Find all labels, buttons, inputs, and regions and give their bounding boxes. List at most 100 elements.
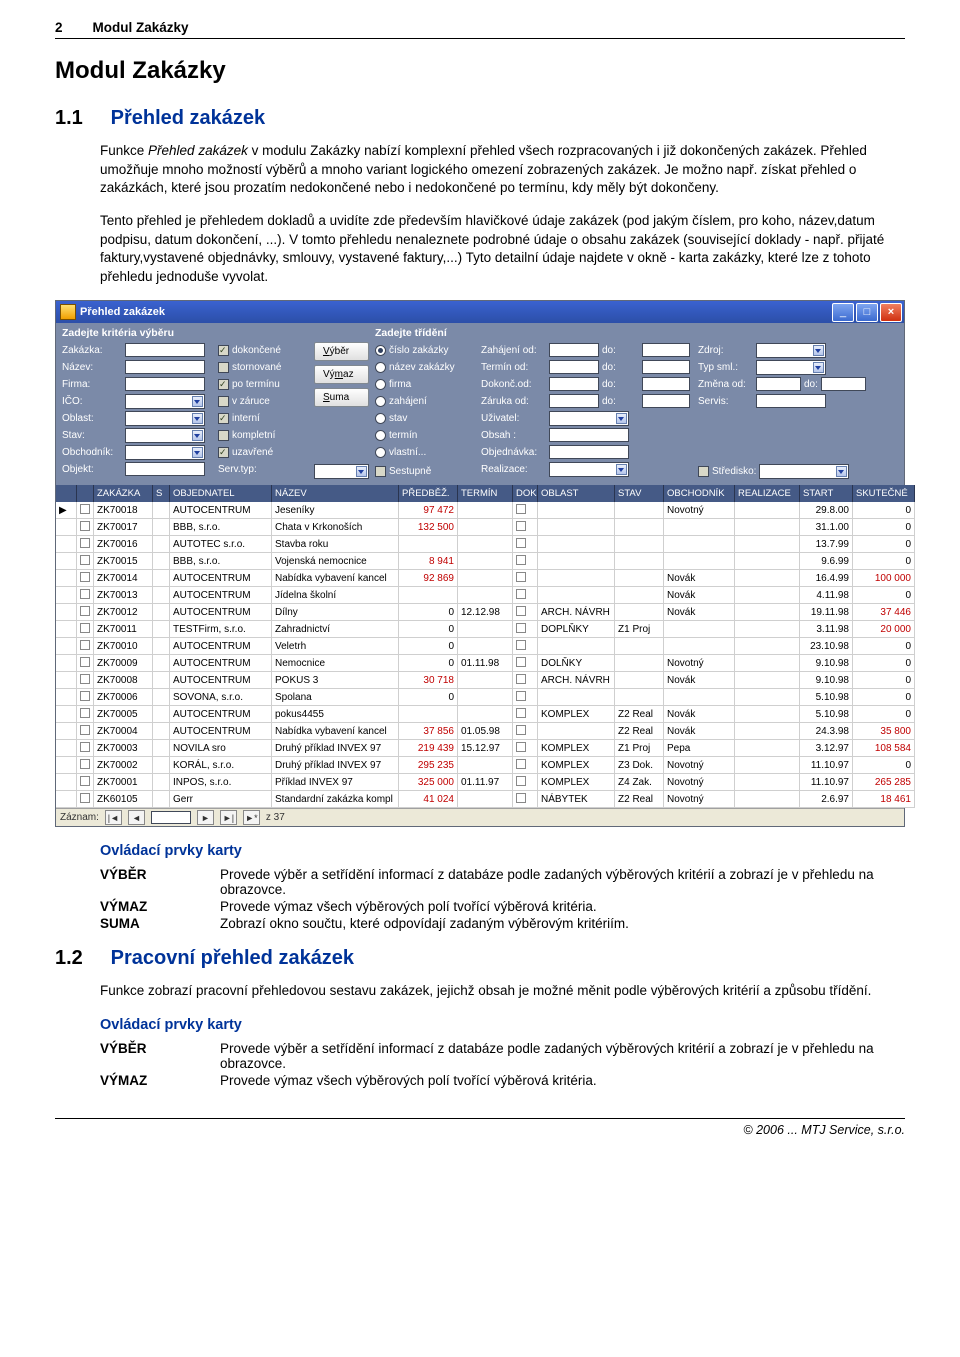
table-row[interactable]: ZK70017BBB, s.r.o.Chata v Krkonoších132 … xyxy=(56,519,915,536)
select-typsml[interactable] xyxy=(756,360,826,375)
table-row[interactable]: ZK70013AUTOCENTRUMJídelna školníNovák4.1… xyxy=(56,587,915,604)
input-objekt[interactable] xyxy=(125,462,205,476)
minimize-button[interactable]: _ xyxy=(832,303,854,322)
chk-kompletni[interactable] xyxy=(218,430,229,441)
input-zaruka-do[interactable] xyxy=(642,394,690,408)
rad-nazevzak[interactable] xyxy=(375,362,386,373)
table-row[interactable]: ZK70015BBB, s.r.o.Vojenská nemocnice8 94… xyxy=(56,553,915,570)
nav-prev-button[interactable]: ◄ xyxy=(128,810,145,825)
table-row[interactable]: ZK70006SOVONA, s.r.o.Spolana05.10.980 xyxy=(56,689,915,706)
input-zmena-od[interactable] xyxy=(756,377,801,391)
nav-new-button[interactable]: ►* xyxy=(243,810,260,825)
rad-termin[interactable] xyxy=(375,430,386,441)
label-ico: IČO: xyxy=(62,396,122,407)
table-row[interactable]: ZK70009AUTOCENTRUMNemocnice001.11.98DOLŇ… xyxy=(56,655,915,672)
table-row[interactable]: ZK60105GerrStandardní zakázka kompl41 02… xyxy=(56,791,915,808)
table-row[interactable]: ZK70016AUTOTEC s.r.o.Stavba roku13.7.990 xyxy=(56,536,915,553)
select-uzivatel[interactable] xyxy=(549,411,629,426)
label-objekt: Objekt: xyxy=(62,464,122,475)
input-obsah[interactable] xyxy=(549,428,629,442)
criteria-group-label: Zadejte kritéria výběru xyxy=(62,327,212,339)
select-realizace[interactable] xyxy=(549,462,629,477)
input-zahajeni-do[interactable] xyxy=(642,343,690,357)
table-row[interactable]: ZK70010AUTOCENTRUMVeletrh023.10.980 xyxy=(56,638,915,655)
para-3: Funkce zobrazí pracovní přehledovou sest… xyxy=(100,982,905,1001)
window-title: Přehled zakázek xyxy=(80,306,165,318)
select-ico[interactable] xyxy=(125,394,205,409)
chk-stornovane[interactable] xyxy=(218,362,229,373)
chk-vzaruce[interactable] xyxy=(218,396,229,407)
chk-sestupne[interactable] xyxy=(375,466,386,477)
label-oblast: Oblast: xyxy=(62,413,122,424)
status-bar: Záznam: |◄ ◄ ► ►| ►* z 37 xyxy=(56,808,904,826)
table-row[interactable]: ZK70005AUTOCENTRUMpokus4455KOMPLEXZ2 Rea… xyxy=(56,706,915,723)
input-zakazka[interactable] xyxy=(125,343,205,357)
select-oblast[interactable] xyxy=(125,411,205,426)
close-button[interactable]: × xyxy=(880,303,902,322)
table-row[interactable]: ZK70012AUTOCENTRUMDílny012.12.98ARCH. NÁ… xyxy=(56,604,915,621)
chk-potermu[interactable] xyxy=(218,379,229,390)
table-row[interactable]: ▶ZK70018AUTOCENTRUMJeseníky97 472Novotný… xyxy=(56,502,915,519)
chk-interni[interactable] xyxy=(218,413,229,424)
label-firma: Firma: xyxy=(62,379,122,390)
rad-vlastni[interactable] xyxy=(375,447,386,458)
select-zdroj[interactable] xyxy=(756,343,826,358)
table-row[interactable]: ZK70011TESTFirm, s.r.o.Zahradnictví0DOPL… xyxy=(56,621,915,638)
input-servis[interactable] xyxy=(756,394,826,408)
section-1-2: 1.2 Pracovní přehled zakázek xyxy=(55,947,905,970)
table-row[interactable]: ZK70004AUTOCENTRUMNabídka vybavení kance… xyxy=(56,723,915,740)
vyber-button[interactable]: Výběr xyxy=(314,342,369,361)
select-stredisko[interactable] xyxy=(759,464,849,479)
table-row[interactable]: ZK70003NOVILA sroDruhý příklad INVEX 972… xyxy=(56,740,915,757)
record-input[interactable] xyxy=(151,811,191,824)
input-firma[interactable] xyxy=(125,377,205,391)
ctrl-row-vymaz-2: VÝMAZ Provede výmaz všech výběrových pol… xyxy=(100,1073,905,1088)
ctrl-row-vyber-2: VÝBĚR Provede výběr a setřídění informac… xyxy=(100,1041,905,1071)
select-obchodnik[interactable] xyxy=(125,445,205,460)
label-obchodnik: Obchodník: xyxy=(62,447,122,458)
input-zmena-do[interactable] xyxy=(821,377,866,391)
nav-last-button[interactable]: ►| xyxy=(220,810,237,825)
input-nazev[interactable] xyxy=(125,360,205,374)
input-zaruka-od[interactable] xyxy=(549,394,599,408)
record-count: z 37 xyxy=(266,812,285,823)
chk-stredisko[interactable] xyxy=(698,466,709,477)
table-row[interactable]: ZK70008AUTOCENTRUMPOKUS 330 718ARCH. NÁV… xyxy=(56,672,915,689)
table-row[interactable]: ZK70001INPOS, s.r.o.Příklad INVEX 97325 … xyxy=(56,774,915,791)
input-dokonc-od[interactable] xyxy=(549,377,599,391)
select-servtyp[interactable] xyxy=(314,464,369,479)
input-dokonc-do[interactable] xyxy=(642,377,690,391)
page-title: Modul Zakázky xyxy=(93,20,189,35)
sort-group-label: Zadejte třídění xyxy=(375,327,475,339)
para-2: Tento přehled je přehledem dokladů a uvi… xyxy=(100,212,905,287)
nav-next-button[interactable]: ► xyxy=(197,810,214,825)
rad-cislozak[interactable] xyxy=(375,345,386,356)
suma-button[interactable]: Suma xyxy=(314,388,369,407)
input-termin-do[interactable] xyxy=(642,360,690,374)
window-titlebar[interactable]: Přehled zakázek _ □ × xyxy=(56,301,904,323)
input-objednavka[interactable] xyxy=(549,445,629,459)
table-row[interactable]: ZK70014AUTOCENTRUMNabídka vybavení kance… xyxy=(56,570,915,587)
rad-stav[interactable] xyxy=(375,413,386,424)
label-servtyp: Serv.typ: xyxy=(218,464,257,475)
sec-title: Pracovní přehled zakázek xyxy=(111,947,354,969)
vymaz-button[interactable]: Výmaz xyxy=(314,365,369,384)
table-row[interactable]: ZK70002KORÁL, s.r.o.Druhý příklad INVEX … xyxy=(56,757,915,774)
input-termin-od[interactable] xyxy=(549,360,599,374)
section-1-1: 1.1 Přehled zakázek xyxy=(55,107,905,130)
select-stav[interactable] xyxy=(125,428,205,443)
maximize-button[interactable]: □ xyxy=(856,303,878,322)
nav-first-button[interactable]: |◄ xyxy=(105,810,122,825)
rad-zahajeni[interactable] xyxy=(375,396,386,407)
rad-firma[interactable] xyxy=(375,379,386,390)
input-zahajeni-od[interactable] xyxy=(549,343,599,357)
sec-title: Přehled zakázek xyxy=(111,107,266,129)
chk-dokoncene[interactable] xyxy=(218,345,229,356)
data-grid[interactable]: ZAKÁZKASOBJEDNATELNÁZEVPŘEDBĚŽ.TERMÍNDOK… xyxy=(56,485,904,808)
page-footer: © 2006 ... MTJ Service, s.r.o. xyxy=(55,1118,905,1137)
sec-num: 1.2 xyxy=(55,947,83,969)
label-nazev: Název: xyxy=(62,362,122,373)
page-header: 2 Modul Zakázky xyxy=(55,20,905,39)
chk-uzavrene[interactable] xyxy=(218,447,229,458)
criteria-panel: Zadejte kritéria výběru Zakázka: Název: … xyxy=(56,323,904,485)
